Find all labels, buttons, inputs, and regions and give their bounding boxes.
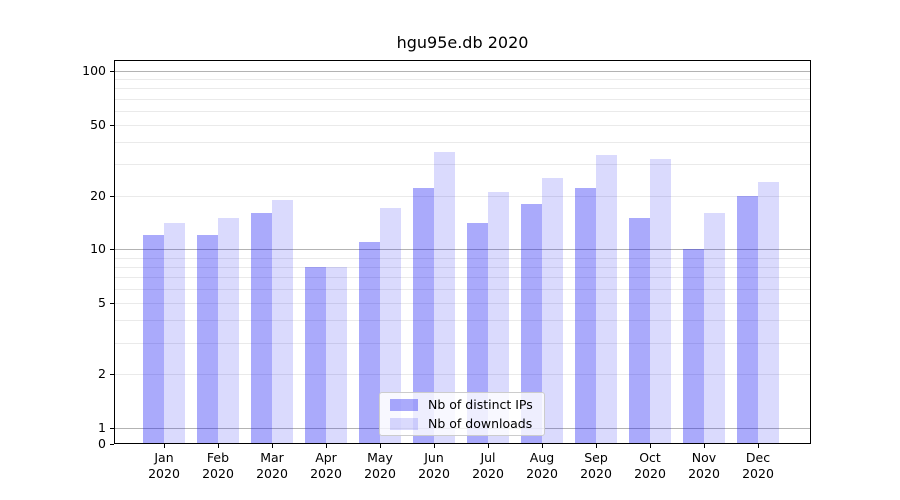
bar-downloads-dec — [758, 181, 779, 444]
x-tick-mark — [542, 444, 543, 448]
bar-distinct-ips-may — [359, 242, 380, 444]
major-gridline — [114, 249, 811, 251]
bar-distinct-ips-feb — [197, 235, 218, 444]
bar-downloads-jul — [488, 191, 509, 444]
bar-downloads-aug — [542, 178, 563, 444]
plot-area: 0 1 2 5 10 20 50 100 Jan 2020 Feb 2020 Mar 2020 Ap… — [82, 60, 811, 481]
minor-gridline — [114, 277, 811, 278]
x-tick-mark — [758, 444, 759, 448]
minor-gridline — [114, 88, 811, 90]
x-tick-mark — [380, 444, 381, 448]
bar-distinct-ips-oct — [629, 218, 650, 444]
bar-downloads-may — [380, 208, 401, 444]
bar-distinct-ips-jan — [143, 235, 164, 444]
y-tick-mark — [110, 124, 114, 126]
y-tick-mark — [110, 427, 114, 429]
x-tick-mark — [326, 444, 327, 448]
minor-gridline — [114, 110, 811, 112]
bar-distinct-ips-mar — [251, 213, 272, 444]
bar-distinct-ips-sep — [575, 188, 596, 444]
x-tick-label-apr: Apr 2020 — [310, 450, 342, 481]
bar-distinct-ips-dec — [737, 195, 758, 444]
y-tick-mark — [110, 303, 114, 305]
x-tick-mark — [488, 444, 489, 448]
x-tick-label-sep: Sep 2020 — [580, 450, 612, 481]
downloads-color-swatch — [390, 417, 418, 430]
x-tick-label-nov: Nov 2020 — [688, 450, 720, 481]
minor-gridline — [114, 320, 811, 322]
major-gridline — [114, 71, 811, 73]
legend-entry-downloads: Nb of downloads — [390, 415, 534, 431]
legend-label: Nb of downloads — [428, 415, 533, 431]
x-tick-label-feb: Feb 2020 — [202, 450, 234, 481]
x-tick-label-mar: Mar 2020 — [256, 450, 288, 481]
legend-entry-distinct-ips: Nb of distinct IPs — [390, 396, 534, 412]
bar-distinct-ips-nov — [683, 249, 704, 444]
x-tick-label-dec: Dec 2020 — [742, 450, 774, 481]
bar-downloads-sep — [596, 154, 617, 444]
bar-distinct-ips-jun — [413, 188, 434, 444]
x-tick-mark — [434, 444, 435, 448]
y-tick-mark — [110, 195, 114, 197]
minor-gridline — [114, 98, 811, 100]
y-tick-label: 20 — [90, 187, 106, 203]
y-tick-mark — [110, 374, 114, 375]
bar-downloads-nov — [704, 213, 725, 444]
minor-gridline — [114, 124, 811, 126]
minor-gridline — [114, 164, 811, 166]
x-tick-mark — [650, 444, 651, 448]
x-tick-mark — [272, 444, 273, 448]
minor-gridline — [114, 374, 811, 375]
distinct-ips-color-swatch — [390, 398, 418, 411]
y-tick-label: 100 — [82, 63, 106, 79]
x-tick-mark — [596, 444, 597, 448]
y-tick-label: 1 — [98, 419, 106, 435]
legend-label: Nb of distinct IPs — [428, 396, 533, 412]
y-tick-label: 50 — [90, 116, 106, 132]
y-tick-label: 2 — [98, 366, 106, 381]
x-tick-label-may: May 2020 — [364, 450, 396, 481]
minor-gridline — [114, 303, 811, 305]
y-tick-mark — [110, 249, 114, 251]
minor-gridline — [114, 195, 811, 197]
chart-title: hgu95e.db 2020 — [396, 33, 529, 52]
y-tick-label: 5 — [98, 295, 106, 311]
x-tick-label-aug: Aug 2020 — [526, 450, 558, 481]
minor-gridline — [114, 266, 811, 268]
bar-downloads-jun — [434, 152, 455, 444]
bar-downloads-jan — [164, 223, 185, 444]
x-tick-mark — [218, 444, 219, 448]
y-tick-mark — [110, 71, 114, 73]
bar-distinct-ips-apr — [305, 266, 326, 444]
x-tick-label-jul: Jul 2020 — [472, 450, 504, 481]
legend-entries: Nb of distinct IPs Nb of downloads — [390, 396, 534, 431]
bar-downloads-apr — [326, 266, 347, 444]
bar-downloads-mar — [272, 199, 293, 444]
x-tick-mark — [164, 444, 165, 448]
minor-gridline — [114, 79, 811, 81]
x-tick-label-jun: Jun 2020 — [418, 450, 450, 481]
minor-gridline — [114, 289, 811, 290]
bar-distinct-ips-aug — [521, 203, 542, 444]
minor-gridline — [114, 257, 811, 259]
legend: Nb of distinct IPs Nb of downloads — [379, 392, 545, 436]
minor-gridline — [114, 342, 811, 344]
y-tick-label: 10 — [90, 241, 106, 257]
x-tick-mark — [704, 444, 705, 448]
bar-downloads-feb — [218, 218, 239, 444]
x-tick-label-jan: Jan 2020 — [148, 450, 180, 481]
y-tick-label: 0 — [98, 435, 106, 451]
bar-distinct-ips-jul — [467, 223, 488, 444]
x-tick-label-oct: Oct 2020 — [634, 450, 666, 481]
y-tick-mark — [110, 443, 114, 445]
bar-downloads-oct — [650, 159, 671, 444]
minor-gridline — [114, 142, 811, 144]
